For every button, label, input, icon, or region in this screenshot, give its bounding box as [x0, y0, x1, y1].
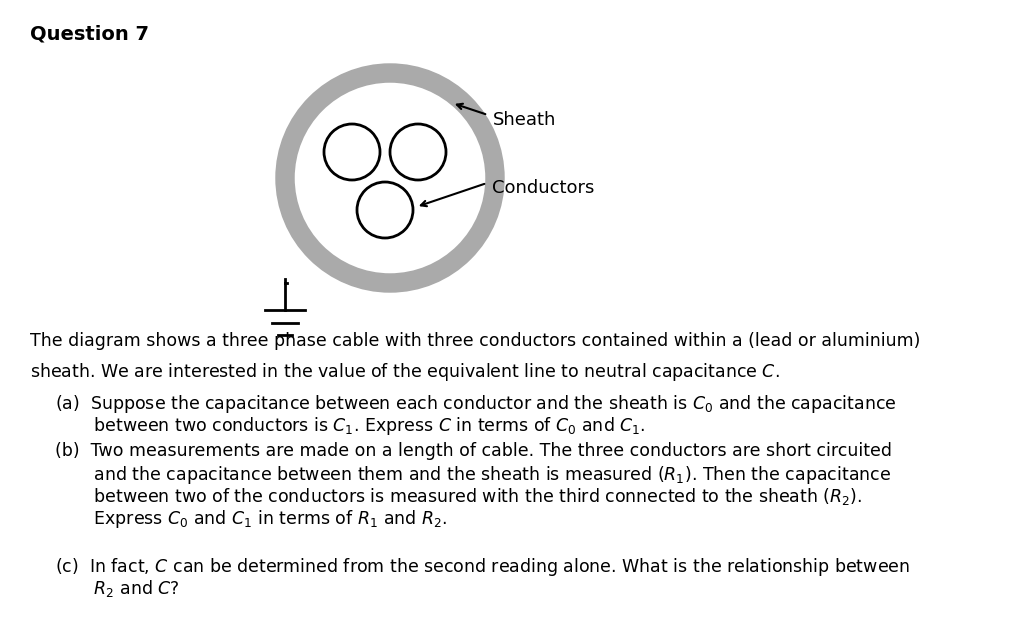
Circle shape — [324, 124, 380, 180]
Text: Express $C_0$ and $C_1$ in terms of $R_1$ and $R_2$.: Express $C_0$ and $C_1$ in terms of $R_1… — [55, 508, 447, 530]
Text: and the capacitance between them and the sheath is measured ($R_1$). Then the ca: and the capacitance between them and the… — [55, 464, 891, 486]
Text: (a)  Suppose the capacitance between each conductor and the sheath is $C_0$ and : (a) Suppose the capacitance between each… — [55, 393, 896, 415]
Text: (b)  Two measurements are made on a length of cable. The three conductors are sh: (b) Two measurements are made on a lengt… — [55, 442, 892, 460]
Text: (c)  In fact, $C$ can be determined from the second reading alone. What is the r: (c) In fact, $C$ can be determined from … — [55, 556, 910, 578]
Text: sheath. We are interested in the value of the equivalent line to neutral capacit: sheath. We are interested in the value o… — [30, 361, 779, 383]
Text: $R_2$ and $C$?: $R_2$ and $C$? — [55, 578, 180, 599]
Text: Sheath: Sheath — [493, 111, 556, 129]
Text: Conductors: Conductors — [492, 179, 594, 197]
Text: between two conductors is $C_1$. Express $C$ in terms of $C_0$ and $C_1$.: between two conductors is $C_1$. Express… — [55, 415, 645, 437]
Text: between two of the conductors is measured with the third connected to the sheath: between two of the conductors is measure… — [55, 486, 862, 507]
Text: Question 7: Question 7 — [30, 25, 150, 44]
Circle shape — [285, 73, 495, 283]
Circle shape — [390, 124, 446, 180]
Text: The diagram shows a three phase cable with three conductors contained within a (: The diagram shows a three phase cable wi… — [30, 332, 921, 350]
Circle shape — [357, 182, 413, 238]
